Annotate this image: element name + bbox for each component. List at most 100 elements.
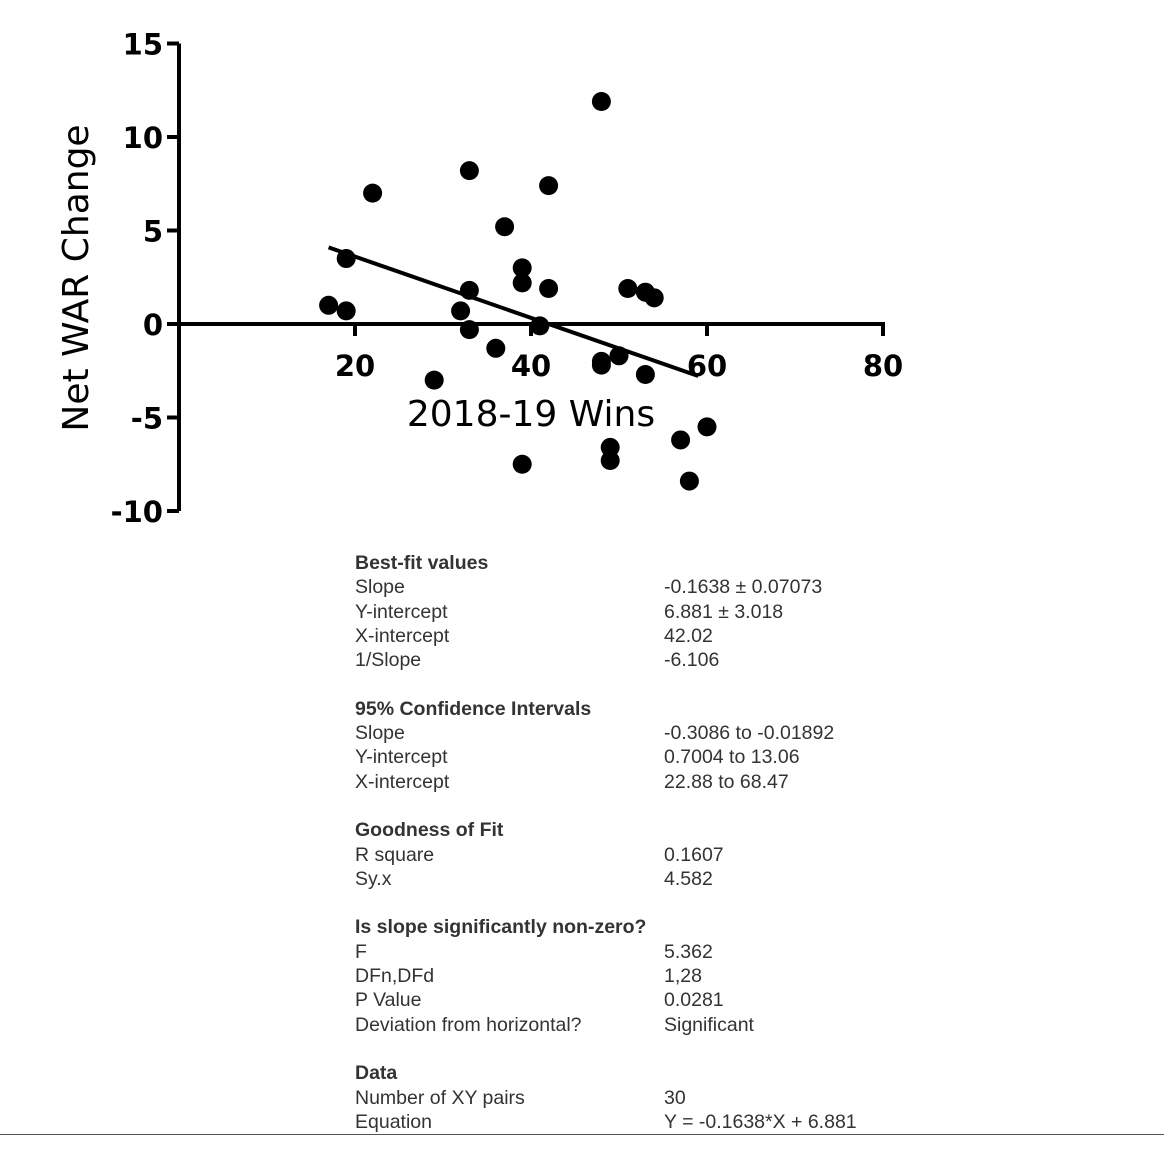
data-point xyxy=(512,273,532,293)
y-tick-label: -10 xyxy=(111,495,163,529)
stats-label: Number of XY pairs xyxy=(355,1086,525,1109)
stats-row: Y-intercept 0.7004 to 13.06 xyxy=(355,745,975,769)
y-tick-label: 15 xyxy=(123,28,163,62)
stats-row: 1/Slope -6.106 xyxy=(355,648,975,672)
data-point xyxy=(671,430,691,450)
stats-section: Is slope significantly non-zero? F 5.362 DF… xyxy=(355,915,975,1036)
stats-value: 0.1607 xyxy=(664,843,724,866)
stats-label: Slope xyxy=(355,576,405,599)
stats-row: Sy.x 4.582 xyxy=(355,867,975,891)
stats-value: 0.7004 to 13.06 xyxy=(664,746,800,769)
data-point xyxy=(459,161,479,181)
stats-label: Y-intercept xyxy=(355,746,448,769)
stats-value: 1,28 xyxy=(664,965,702,988)
data-point xyxy=(336,249,356,269)
stats-label: X-intercept xyxy=(355,770,450,793)
stats-label: Deviation from horizontal? xyxy=(355,1013,582,1036)
stats-row: F 5.362 xyxy=(355,940,975,964)
stats-section-heading: Is slope significantly non-zero? xyxy=(355,916,647,939)
stats-section: Goodness of Fit R square 0.1607 Sy.x 4.582 xyxy=(355,818,975,891)
x-tick-label: 60 xyxy=(687,349,727,383)
stats-row: P Value 0.0281 xyxy=(355,988,975,1012)
stats-row: Deviation from horizontal? Significant xyxy=(355,1013,975,1037)
stats-value: Y = -0.1638*X + 6.881 xyxy=(664,1110,857,1133)
stats-row: Slope -0.3086 to -0.01892 xyxy=(355,721,975,745)
stats-label: R square xyxy=(355,843,435,866)
x-axis-title: 2018-19 Wins xyxy=(407,394,655,435)
stats-value: -0.3086 to -0.01892 xyxy=(664,722,835,745)
stats-label: DFn,DFd xyxy=(355,965,435,988)
data-point xyxy=(600,437,620,457)
data-point xyxy=(512,454,532,474)
stats-value: -0.1638 ± 0.07073 xyxy=(664,576,823,599)
data-point xyxy=(600,451,620,471)
data-point xyxy=(609,346,629,366)
stats-row: X-intercept 22.88 to 68.47 xyxy=(355,770,975,794)
stats-label: 1/Slope xyxy=(355,649,422,672)
regression-results: Best-fit values Slope -0.1638 ± 0.07073 Y-i… xyxy=(355,551,975,1158)
y-tick-label: 10 xyxy=(123,121,163,155)
stats-label: X-intercept xyxy=(355,624,450,647)
data-point xyxy=(539,278,559,298)
stats-section-heading: 95% Confidence Intervals xyxy=(355,697,592,720)
data-point xyxy=(451,301,471,321)
x-tick-label: 80 xyxy=(863,349,903,383)
stats-value: 6.881 ± 3.018 xyxy=(664,600,784,623)
data-point xyxy=(644,288,664,308)
y-axis-title: Net WAR Change xyxy=(56,124,97,431)
data-point xyxy=(459,320,479,340)
data-point xyxy=(336,301,356,321)
stats-value: Significant xyxy=(664,1013,754,1036)
regression-line xyxy=(327,245,699,378)
data-point xyxy=(591,91,611,111)
bottom-divider xyxy=(0,1134,1164,1135)
y-tick-label: -5 xyxy=(131,402,163,436)
stats-value: 22.88 to 68.47 xyxy=(664,770,789,793)
stats-value: 30 xyxy=(664,1086,686,1109)
data-point xyxy=(363,183,383,203)
stats-row: Number of XY pairs 30 xyxy=(355,1086,975,1110)
data-point xyxy=(495,217,515,237)
stats-row: DFn,DFd 1,28 xyxy=(355,964,975,988)
data-point xyxy=(424,370,444,390)
data-point xyxy=(319,295,339,315)
stats-row: Y-intercept 6.881 ± 3.018 xyxy=(355,600,975,624)
fit-line-group xyxy=(327,245,699,378)
stats-row: Slope -0.1638 ± 0.07073 xyxy=(355,575,975,599)
x-tick-label: 40 xyxy=(511,349,551,383)
stats-section: Best-fit values Slope -0.1638 ± 0.07073 Y-i… xyxy=(355,551,975,672)
y-tick-label: 0 xyxy=(143,308,163,342)
stats-value: 4.582 xyxy=(664,867,713,890)
data-point xyxy=(618,278,638,298)
stats-row: Equation Y = -0.1638*X + 6.881 xyxy=(355,1110,975,1134)
stats-label: Sy.x xyxy=(355,867,392,890)
stats-label: F xyxy=(355,940,367,963)
data-point xyxy=(697,417,717,437)
stats-row: X-intercept 42.02 xyxy=(355,624,975,648)
y-tick-label: 5 xyxy=(143,215,163,249)
stats-value: -6.106 xyxy=(664,649,720,672)
data-point xyxy=(591,355,611,375)
data-points xyxy=(319,91,717,491)
x-axis: 20 40 60 80 xyxy=(179,322,903,383)
stats-row: R square 0.1607 xyxy=(355,843,975,867)
y-axis: 15 10 5 0 -5 -10 xyxy=(111,28,181,529)
data-point xyxy=(459,280,479,300)
x-tick-label: 20 xyxy=(335,349,375,383)
data-point xyxy=(486,338,506,358)
stats-section: 95% Confidence Intervals Slope -0.3086 to … xyxy=(355,697,975,794)
stats-label: P Value xyxy=(355,989,422,1012)
stats-section: Data Number of XY pairs 30 Equation Y = -0.1… xyxy=(355,1061,975,1134)
stats-label: Equation xyxy=(355,1110,432,1133)
stats-label: Slope xyxy=(355,722,405,745)
data-point xyxy=(512,258,532,278)
stats-section-heading: Data xyxy=(355,1062,398,1085)
stats-value: 0.0281 xyxy=(664,989,724,1012)
stats-section-heading: Goodness of Fit xyxy=(355,819,504,842)
data-point xyxy=(635,364,655,384)
data-point xyxy=(530,316,550,336)
data-point xyxy=(679,471,699,491)
scatter-chart: 15 10 5 0 -5 -10 20 40 60 80 2018-19 Wins Net WA… xyxy=(56,28,903,530)
stats-value: 5.362 xyxy=(664,940,713,963)
stats-value: 42.02 xyxy=(664,624,713,647)
